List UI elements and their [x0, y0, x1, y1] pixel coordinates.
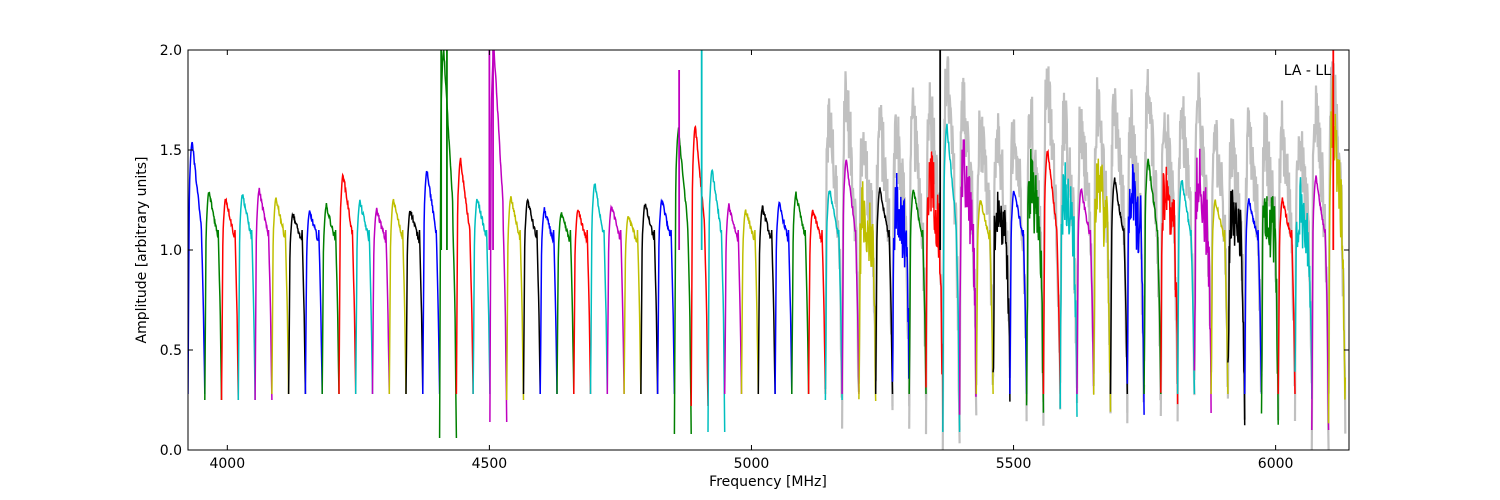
background-trace-55	[1109, 88, 1129, 414]
trace-annotation: LA - LL	[1284, 63, 1331, 79]
channel-series-51	[1042, 148, 1061, 395]
channel-series-0	[188, 141, 206, 395]
channel-series-34	[757, 205, 776, 395]
channel-series-31	[707, 168, 726, 433]
channel-series-43	[908, 189, 927, 395]
channel-series-28	[656, 198, 676, 395]
background-trace-68	[1327, 61, 1347, 434]
channel-series-10	[354, 199, 374, 395]
x-tick-label: 5000	[734, 456, 770, 472]
y-axis-label: Amplitude [arbitrary units]	[134, 157, 150, 344]
channel-series-27	[640, 203, 659, 395]
channel-series-30	[690, 124, 709, 407]
channel-series-52	[1059, 162, 1078, 417]
channel-series-40	[858, 181, 877, 402]
x-tick-label: 4000	[209, 456, 245, 472]
channel-series-44	[925, 151, 944, 431]
channel-series-5	[271, 197, 290, 395]
channel-series-42	[891, 172, 910, 382]
channel-series-62	[1227, 189, 1246, 426]
channel-series-25	[606, 204, 625, 395]
channel-series-47	[975, 199, 994, 395]
channel-series-4	[254, 187, 273, 401]
channel-series-58	[1160, 166, 1179, 405]
background-trace-39	[841, 71, 860, 429]
channel-series-60	[1193, 148, 1212, 414]
x-axis-label: Frequency [MHz]	[709, 474, 827, 490]
channel-series-49	[1009, 190, 1028, 395]
channel-series-35	[774, 201, 793, 395]
channel-series-48	[992, 191, 1011, 402]
channel-series-37	[807, 209, 827, 395]
channel-series-26	[623, 215, 642, 395]
channel-series-8	[321, 203, 340, 395]
channel-series-61	[1210, 199, 1229, 395]
x-tick-label: 5500	[996, 456, 1032, 472]
channel-series-6	[287, 212, 307, 395]
channel-series-45	[942, 123, 961, 433]
channel-series-32	[723, 203, 743, 395]
channel-series-66	[1294, 177, 1313, 399]
channel-series-55	[1109, 177, 1129, 395]
channel-series-9	[338, 172, 357, 395]
channel-series-64	[1260, 196, 1279, 425]
channel-series-13	[405, 210, 424, 395]
channel-series-21	[539, 207, 558, 395]
channel-series-56	[1126, 164, 1145, 415]
channel-series-3	[237, 194, 256, 401]
channel-series-29	[673, 127, 692, 435]
channel-series-22	[556, 212, 575, 395]
channel-series-38	[824, 189, 843, 401]
channel-series-57	[1143, 158, 1162, 395]
channel-series-14	[422, 170, 441, 395]
y-tick-label: 0.5	[160, 343, 182, 359]
series-layer	[188, 50, 1347, 439]
x-tick-label: 6000	[1258, 456, 1294, 472]
channel-series-39	[841, 159, 860, 395]
channel-series-67	[1311, 175, 1330, 431]
channel-series-24	[589, 183, 609, 395]
channel-series-65	[1277, 197, 1296, 395]
channel-series-20	[522, 198, 541, 395]
channel-series-41	[874, 187, 894, 395]
channel-series-50	[1025, 148, 1045, 413]
channel-series-16	[455, 157, 474, 395]
x-axis-ticks: 4000 4500 5000 5500 6000	[209, 50, 1293, 472]
channel-series-12	[388, 198, 407, 395]
channel-series-46	[958, 139, 978, 415]
channel-series-59	[1176, 179, 1196, 395]
channel-series-54	[1092, 158, 1112, 412]
y-tick-label: 2.0	[160, 43, 182, 59]
channel-series-53	[1076, 187, 1095, 395]
channel-series-7	[304, 210, 323, 395]
y-axis-ticks: 0.0 0.5 1.0 1.5 2.0	[160, 43, 1349, 459]
channel-series-15	[438, 50, 458, 439]
y-tick-label: 1.0	[160, 243, 182, 259]
channel-series-11	[371, 207, 391, 395]
y-tick-label: 1.5	[160, 143, 182, 159]
channel-series-17	[472, 198, 491, 395]
channel-series-68	[1327, 75, 1347, 424]
y-tick-label: 0.0	[160, 443, 182, 459]
channel-series-19	[505, 196, 525, 401]
channel-series-36	[791, 191, 810, 395]
channel-series-33	[740, 209, 760, 395]
x-tick-label: 4500	[472, 456, 508, 472]
channel-series-63	[1243, 198, 1263, 395]
channel-series-2	[220, 197, 240, 401]
channel-series-23	[573, 209, 592, 395]
channel-series-1	[204, 191, 223, 401]
